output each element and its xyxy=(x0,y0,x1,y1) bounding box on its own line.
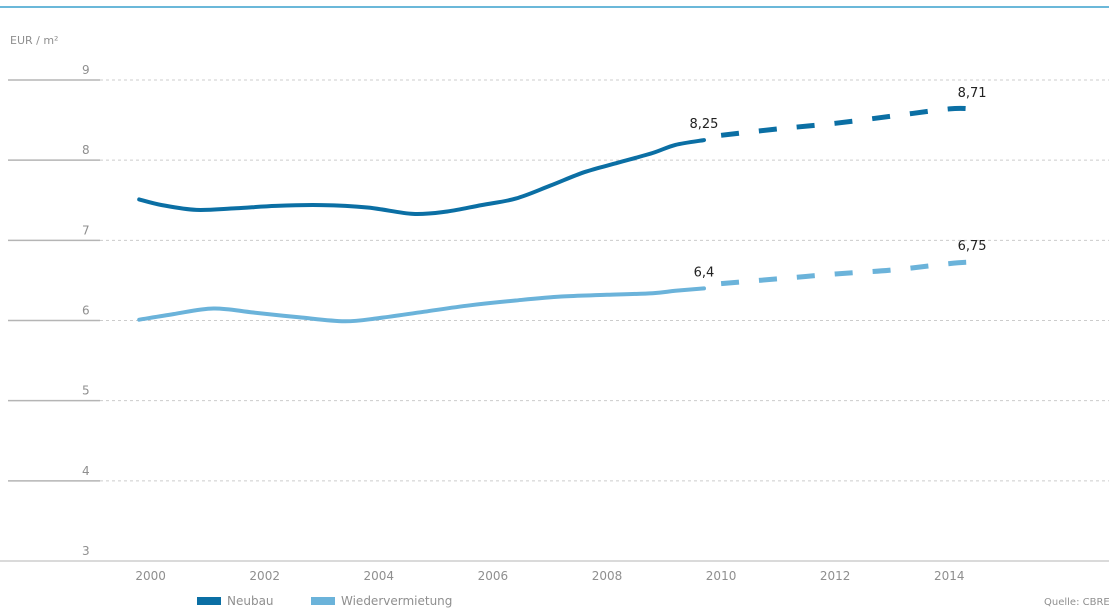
y-tick-label: 6 xyxy=(82,304,90,318)
x-tick-label: 2004 xyxy=(364,569,395,583)
legend-label-wiedervermietung: Wiedervermietung xyxy=(341,594,452,608)
series-line-neubau xyxy=(137,138,706,217)
y-tick-label: 8 xyxy=(82,143,90,157)
legend-label-neubau: Neubau xyxy=(227,594,274,608)
source-note: Quelle: CBRE xyxy=(1044,597,1109,608)
x-tick-label: 2006 xyxy=(478,569,509,583)
grid-lines xyxy=(0,79,1109,562)
x-tick-label: 2010 xyxy=(706,569,737,583)
data-label-wiedervermietung: 6,4 xyxy=(694,265,715,280)
x-tick-label: 2012 xyxy=(820,569,851,583)
y-axis: 9 8 7 6 5 4 3 xyxy=(82,63,90,558)
x-axis: 2000 2002 2004 2006 2008 2010 2012 2014 xyxy=(135,569,964,583)
legend-item-neubau: Neubau xyxy=(197,594,274,608)
legend-item-wiedervermietung: Wiedervermietung xyxy=(311,594,452,608)
legend-swatch-wiedervermietung xyxy=(311,597,335,605)
series-line-wiedervermietung xyxy=(137,286,706,324)
x-tick-label: 2000 xyxy=(135,569,166,583)
legend: Neubau Wiedervermietung xyxy=(197,594,452,608)
data-label-neubau: 8,71 xyxy=(958,86,987,101)
y-tick-label: 3 xyxy=(82,544,90,558)
x-tick-label: 2014 xyxy=(934,569,965,583)
x-tick-label: 2002 xyxy=(249,569,280,583)
data-labels: 8,25 8,71 6,4 6,75 xyxy=(689,86,986,281)
data-label-neubau: 8,25 xyxy=(689,117,718,132)
series-layer xyxy=(137,105,973,324)
series-forecast-wiedervermietung xyxy=(720,259,973,287)
legend-swatch-neubau xyxy=(197,597,221,605)
y-tick-label: 4 xyxy=(82,464,90,478)
y-axis-label: EUR / m² xyxy=(10,34,58,47)
x-tick-label: 2008 xyxy=(592,569,623,583)
data-label-wiedervermietung: 6,75 xyxy=(958,239,987,254)
y-tick-label: 9 xyxy=(82,63,90,77)
y-tick-label: 7 xyxy=(82,223,90,237)
y-tick-label: 5 xyxy=(82,384,90,398)
series-forecast-neubau xyxy=(720,105,973,138)
